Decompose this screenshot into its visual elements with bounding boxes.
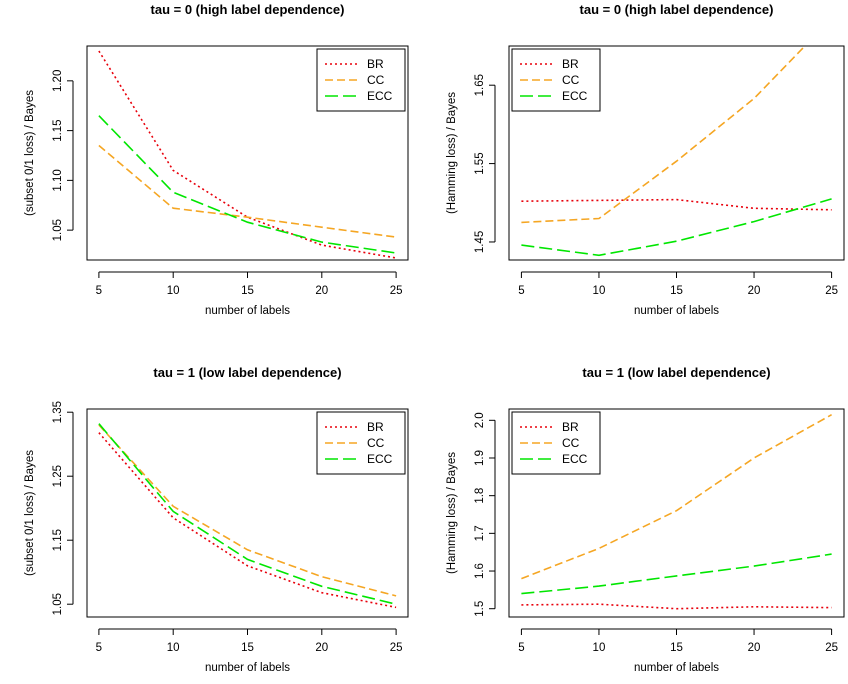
panel-4-x-tick-label: 20 [748,642,761,654]
panel-4-x-tick-label: 25 [825,642,838,654]
panel-2-y-tick-label: 1.45 [474,231,486,253]
panel-3-legend-label-br: BR [367,420,384,434]
panel-2-x-tick-label: 20 [748,285,761,297]
panel-4-y-axis-label: (Hamming loss) / Bayes [446,452,458,574]
panel-1-legend-label-br: BR [367,57,384,71]
panel-3-y-tick-label: 1.15 [52,529,64,551]
panel-2-x-tick-label: 5 [518,285,524,297]
panel-4-y-tick-label: 1.8 [474,488,486,504]
panel-3-title: tau = 1 (low label dependence) [153,365,341,380]
panel-4-x-tick-label: 15 [670,642,683,654]
panel-1-series-ecc-line [98,115,397,254]
panel-3-series-br-line [98,432,397,609]
panel-4-series-ecc-line [521,553,832,595]
panel-4-x-tick-label: 10 [593,642,606,654]
panel-2-series-ecc-line [521,198,832,257]
panel-1-y-tick-label: 1.20 [52,70,64,92]
panel-3-y-axis-label: (subset 0/1 loss) / Bayes [24,450,36,576]
panel-2-y-tick-label: 1.55 [474,152,486,174]
panel-1-x-axis-label: number of labels [205,305,290,317]
panel-4-series-cc-line [521,414,832,580]
panel-1-y-axis-label: (subset 0/1 loss) / Bayes [24,90,36,216]
panel-4-title: tau = 1 (low label dependence) [582,365,770,380]
panel-1-title: tau = 0 (high label dependence) [151,2,345,17]
panel-4-y-tick-label: 1.9 [474,450,486,466]
panel-2-title: tau = 0 (high label dependence) [580,2,774,17]
panel-3-y-tick-label: 1.35 [52,401,64,423]
panel-2-legend-label-ecc: ECC [562,89,588,103]
panel-4-legend-label-ecc: ECC [562,452,588,466]
panel-2-x-axis-label: number of labels [634,305,719,317]
panel-4-series-br-line [521,603,832,610]
panel-3-series-cc-line [98,424,397,597]
panel-4-legend-label-cc: CC [562,436,580,450]
panel-1-y-tick-label: 1.15 [52,119,64,141]
panel-1-x-tick-label: 15 [241,285,254,297]
panel-4-y-tick-label: 2.0 [474,412,486,428]
panel-1-y-tick-label: 1.10 [52,169,64,191]
panel-1-x-tick-label: 5 [96,285,102,297]
panel-3-legend-label-cc: CC [367,436,385,450]
panel-2-x-tick-label: 15 [670,285,683,297]
panel-4-frame [508,408,845,618]
panel-1-frame [86,45,409,261]
panel-2-y-tick-label: 1.65 [474,74,486,96]
panel-3-x-tick-label: 10 [167,642,180,654]
panel-4-legend-label-br: BR [562,420,579,434]
panel-4-x-tick-label: 5 [518,642,524,654]
panel-4-x-axis-label: number of labels [634,662,719,674]
panel-2-series-cc-line [521,46,807,224]
panel-3-frame [86,408,409,618]
panel-2-legend-label-cc: CC [562,73,580,87]
panel-3-x-tick-label: 5 [96,642,102,654]
panel-4-y-tick-label: 1.5 [474,601,486,617]
panel-3-x-tick-label: 20 [315,642,328,654]
panel-4-y-tick-label: 1.6 [474,563,486,579]
panel-2-legend-label-br: BR [562,57,579,71]
panel-1-legend-label-ecc: ECC [367,89,393,103]
panel-1-legend-label-cc: CC [367,73,385,87]
panel-2-x-tick-label: 25 [825,285,838,297]
panel-2-frame [508,45,845,261]
panel-2-series-br-line [521,198,832,211]
panel-2-y-axis-label: (Hamming loss) / Bayes [446,92,458,214]
panel-1-y-tick-label: 1.05 [52,219,64,241]
panel-1-x-tick-label: 25 [390,285,403,297]
panel-3-x-tick-label: 25 [390,642,403,654]
panel-1-x-tick-label: 10 [167,285,180,297]
panel-2-x-tick-label: 10 [593,285,606,297]
panel-3-y-tick-label: 1.25 [52,465,64,487]
panel-3-x-axis-label: number of labels [205,662,290,674]
panel-4-y-tick-label: 1.7 [474,525,486,541]
panel-3-x-tick-label: 15 [241,642,254,654]
panel-3-series-ecc-line [98,423,397,605]
panel-1-series-cc-line [98,144,397,238]
panel-3-y-tick-label: 1.05 [52,593,64,615]
panel-3-legend-label-ecc: ECC [367,452,393,466]
panel-1-x-tick-label: 20 [315,285,328,297]
